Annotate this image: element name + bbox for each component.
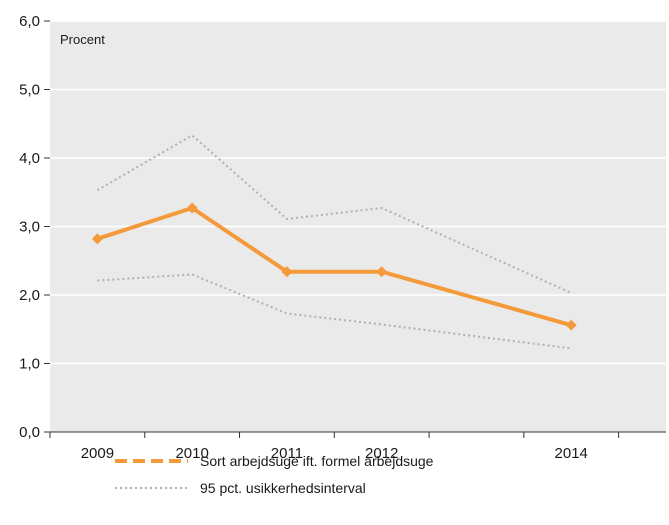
y-tick-label-3: 3,0 xyxy=(19,219,40,236)
plot-area: 0,0 1,0 2,0 3,0 4,0 5,0 6,0 2009 2010 2011 2012 201… xyxy=(19,13,666,462)
legend-label-interval: 95 pct. usikkerhedsinterval xyxy=(200,480,366,496)
y-tick-label-1: 1,0 xyxy=(19,356,40,373)
y-tick-label-5: 5,0 xyxy=(19,82,40,99)
data-point-2014 xyxy=(565,319,577,331)
data-point-2009 xyxy=(91,233,103,245)
legend-label-main: Sort arbejdsuge ift. formel arbejdsuge xyxy=(200,453,434,469)
x-tick-label-3: 2012 xyxy=(365,445,398,462)
data-point-2010 xyxy=(186,202,198,214)
legend: Sort arbejdsuge ift. formel arbejdsuge 9… xyxy=(115,453,434,496)
x-tick-label-5: 2014 xyxy=(555,445,588,462)
x-tick-label-0: 2009 xyxy=(81,445,114,462)
y-tick-label-4: 4,0 xyxy=(19,150,40,167)
interval-lower-line xyxy=(97,273,572,350)
y-tick-label-6: 6,0 xyxy=(19,13,40,30)
y-tick-label-2: 2,0 xyxy=(19,287,40,304)
y-tick-label-0: 0,0 xyxy=(19,424,40,441)
unit-label: Procent xyxy=(60,32,105,47)
data-point-2011 xyxy=(281,266,293,278)
data-point-2012 xyxy=(376,266,388,278)
x-tick-label-1: 2010 xyxy=(175,445,208,462)
interval-upper-line xyxy=(96,134,572,294)
x-tick-label-2: 2011 xyxy=(271,445,303,462)
